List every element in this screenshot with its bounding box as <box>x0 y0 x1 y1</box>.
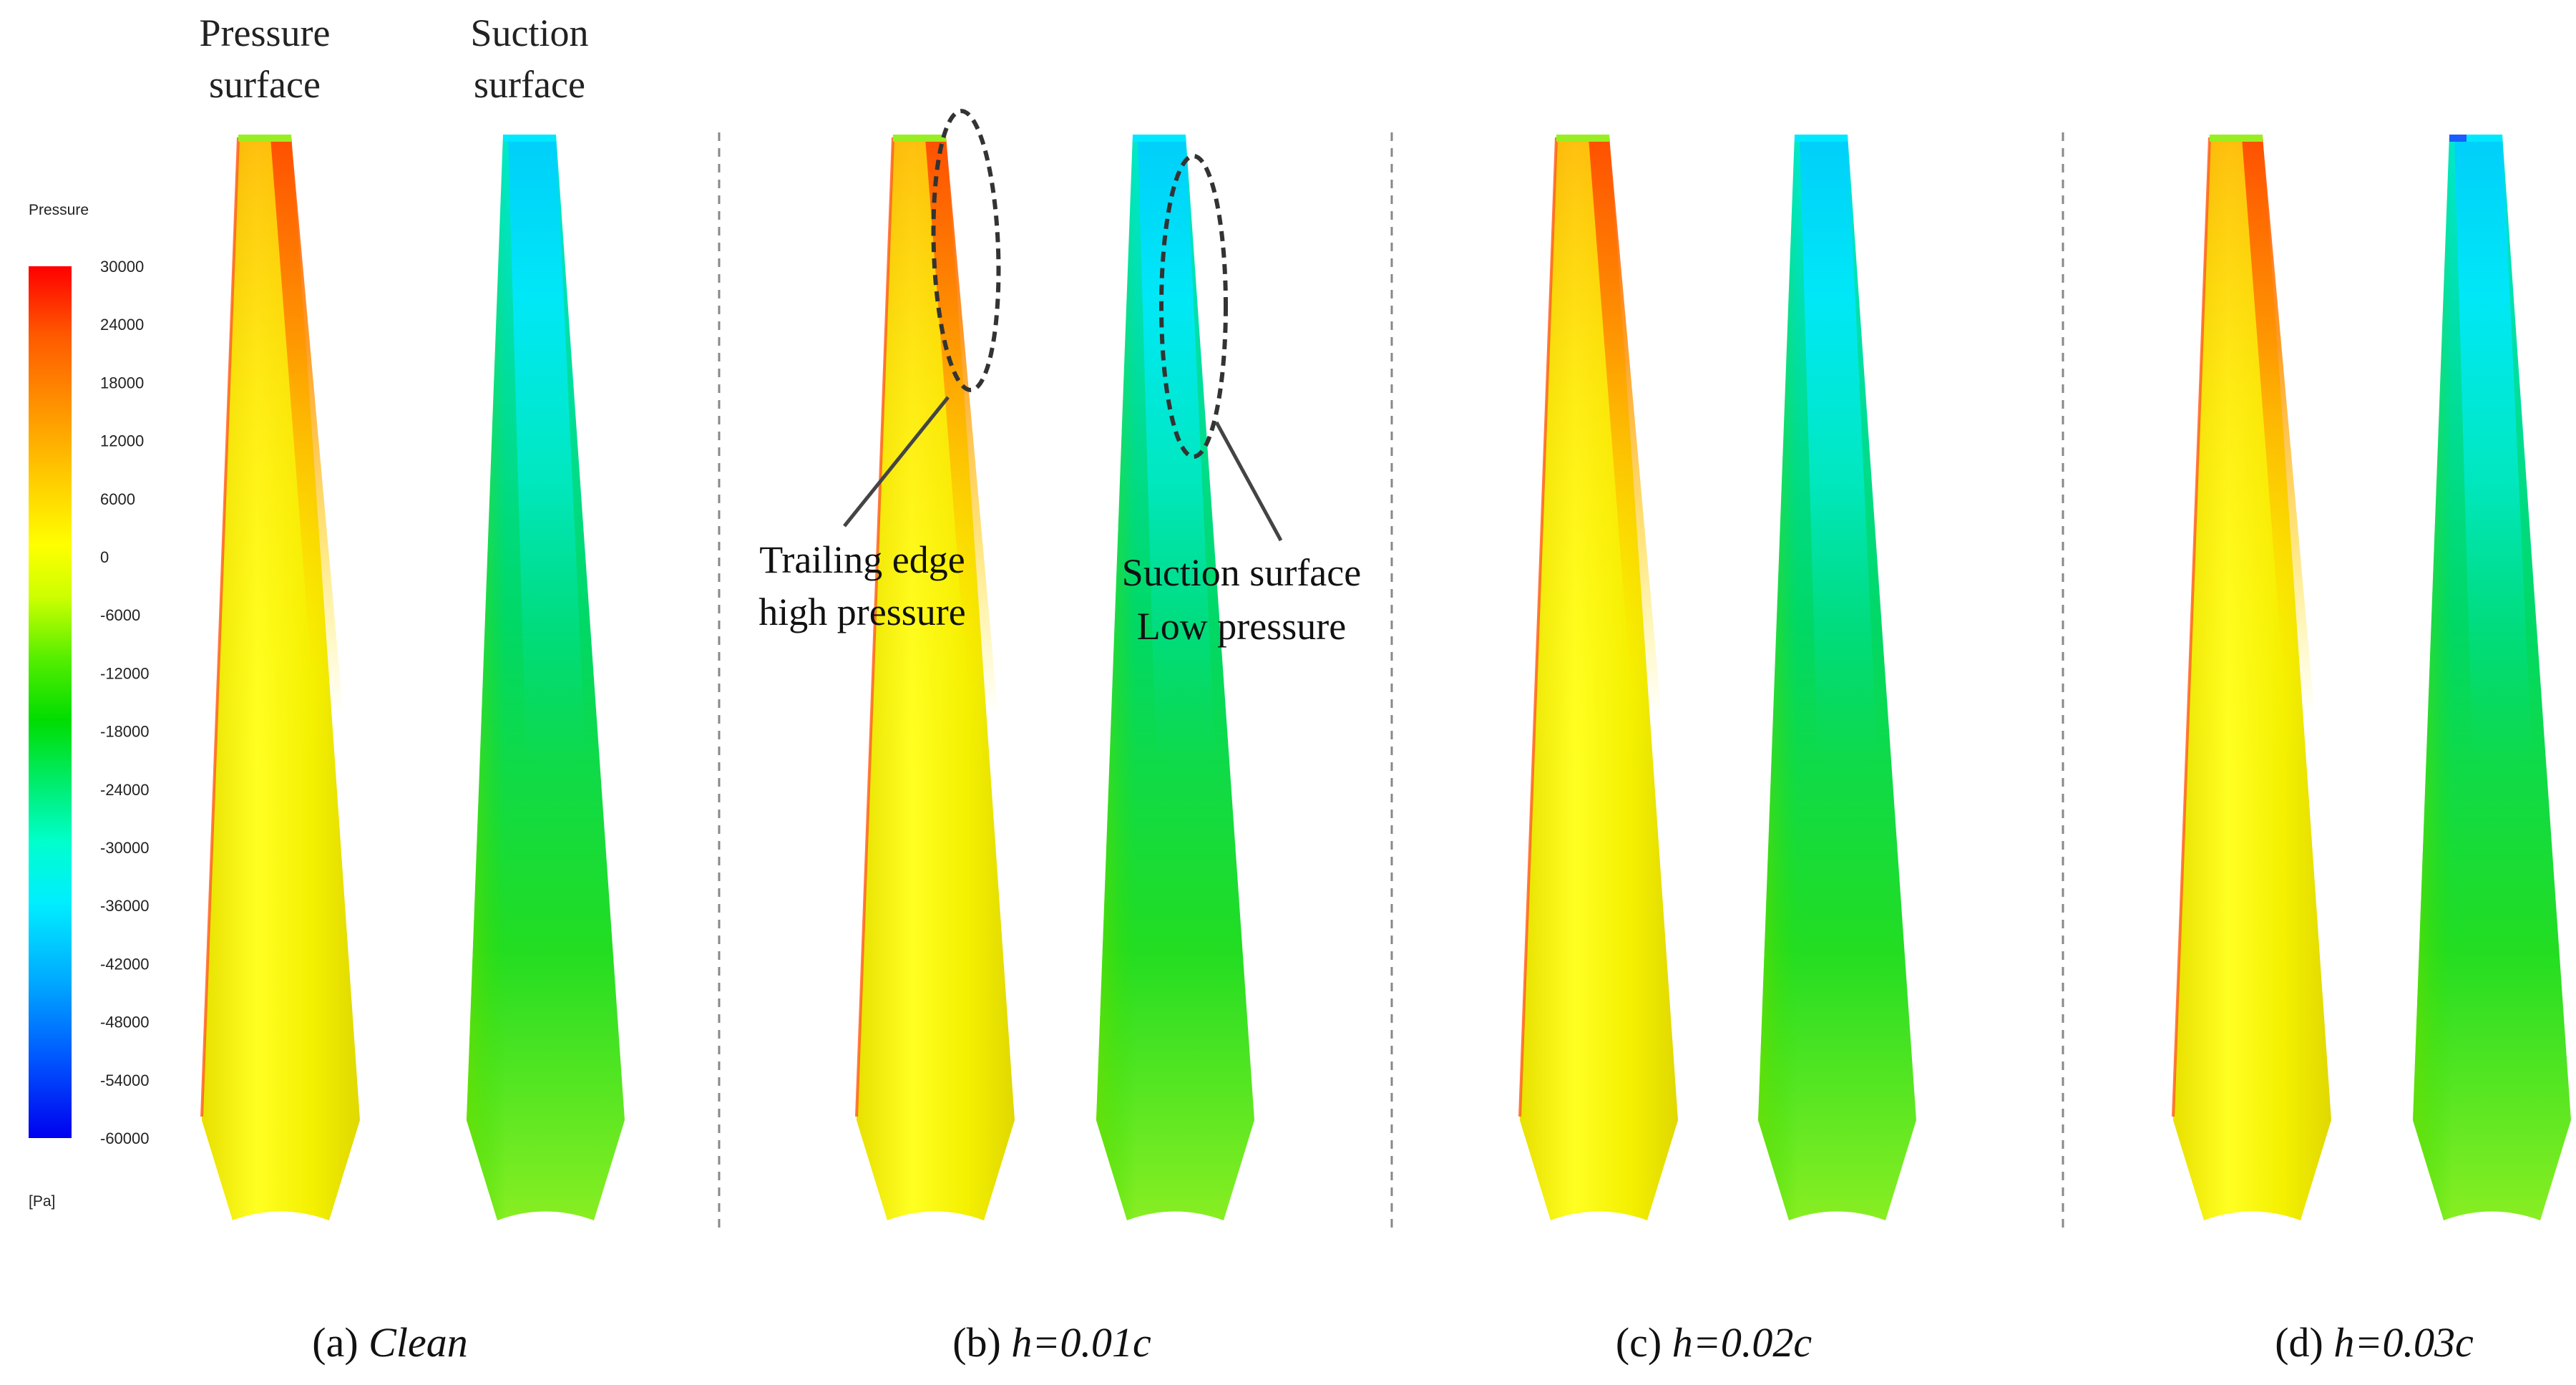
header-pressure-surface: Pressure surface <box>200 11 331 106</box>
caption-b-prefix: (b) <box>952 1319 1011 1366</box>
trailing-edge-leader <box>843 396 950 528</box>
annotation-suction-low-pressure: Suction surface Low pressure <box>1122 154 1361 648</box>
header-pressure-line2: surface <box>209 63 321 106</box>
legend-tick-label: -30000 <box>100 839 150 857</box>
header-suction-line1: Suction <box>470 11 588 54</box>
legend-tick-label: -60000 <box>100 1129 150 1147</box>
caption-c-prefix: (c) <box>1616 1319 1672 1366</box>
pressure-blade-tip-shade <box>857 135 1015 1220</box>
legend-ticks: 30000 24000 18000 12000 6000 0 -6000 -12000 -180… <box>100 258 150 1147</box>
pressure-tip-cap <box>238 135 291 142</box>
pressure-leading-edge-line <box>200 137 240 1117</box>
legend-tick-label: 24000 <box>100 316 144 334</box>
legend-tick-label: -18000 <box>100 723 150 741</box>
caption-a: (a) Clean <box>312 1319 467 1366</box>
caption-d: (d) h=0.03c <box>2275 1319 2474 1366</box>
legend-tick-label: 12000 <box>100 432 144 450</box>
header-pressure-line1: Pressure <box>200 11 331 54</box>
blade-contours <box>200 135 2571 1220</box>
caption-c: (c) h=0.02c <box>1616 1319 1813 1366</box>
suction-leading-edge-shade <box>467 135 625 1220</box>
caption-d-prefix: (d) <box>2275 1319 2333 1366</box>
suction-surface-blade <box>2413 135 2571 1220</box>
pressure-surface-blade <box>1518 135 1678 1220</box>
panel-separators <box>718 132 2064 1231</box>
pressure-trailing-edge-band <box>270 137 343 716</box>
suction-low-label-line1: Suction surface <box>1122 551 1361 594</box>
suction-leading-edge-shade <box>1758 135 1916 1220</box>
legend-tick-label: -12000 <box>100 664 150 682</box>
legend-tick-label: 30000 <box>100 258 144 276</box>
pressure-surface-blade <box>200 135 360 1220</box>
legend-unit: [Pa] <box>29 1193 55 1210</box>
suction-surface-blade <box>1758 135 1916 1220</box>
suction-leading-edge-shade <box>2413 135 2571 1220</box>
suction-leading-edge-shade <box>1096 135 1254 1220</box>
caption-d-label: h=0.03c <box>2333 1319 2474 1366</box>
caption-a-label: Clean <box>369 1319 468 1366</box>
legend-tick-label: 0 <box>100 548 109 566</box>
suction-tip-blue-spot <box>2449 135 2467 142</box>
suction-tip-cap <box>503 135 556 142</box>
suction-tip-cap <box>1133 135 1186 142</box>
pressure-surface-blade <box>855 135 1015 1220</box>
pressure-trailing-edge-band <box>925 137 998 716</box>
legend-tick-label: -6000 <box>100 606 140 624</box>
pressure-tip-cap <box>893 135 946 142</box>
pressure-blade-tip-shade <box>2173 135 2331 1220</box>
caption-a-prefix: (a) <box>312 1319 369 1366</box>
pressure-trailing-edge-band <box>2242 137 2315 716</box>
header-suction-line2: surface <box>474 63 585 106</box>
trailing-edge-ellipse <box>931 109 1001 392</box>
pressure-leading-edge-line <box>855 137 894 1117</box>
panel-captions: (a) Clean (b) h=0.01c (c) h=0.02c (d) h=… <box>312 1319 2474 1366</box>
legend-tick-label: -54000 <box>100 1071 150 1089</box>
legend-tick-label: 18000 <box>100 374 144 392</box>
caption-c-label: h=0.02c <box>1672 1319 1813 1366</box>
trailing-edge-label-line1: Trailing edge <box>759 538 965 581</box>
pressure-blade-tip-shade <box>1520 135 1678 1220</box>
pressure-legend: Pressure 30000 24000 18000 12000 6000 0 -6000 -… <box>29 202 150 1210</box>
suction-low-ellipse <box>1159 154 1228 459</box>
suction-low-leader <box>1214 421 1283 542</box>
pressure-surface-blade <box>2172 135 2331 1220</box>
suction-tip-cap <box>2449 135 2502 142</box>
legend-title: Pressure <box>29 202 89 218</box>
suction-surface-blade <box>1096 135 1254 1220</box>
legend-tick-label: -42000 <box>100 955 150 973</box>
pressure-blade-tip-shade <box>202 135 360 1220</box>
pressure-leading-edge-line <box>2172 137 2211 1117</box>
legend-tick-label: -24000 <box>100 781 150 799</box>
annotation-trailing-edge: Trailing edge high pressure <box>758 109 1001 633</box>
caption-b-label: h=0.01c <box>1011 1319 1151 1366</box>
pressure-tip-cap <box>2210 135 2263 142</box>
suction-low-label-line2: Low pressure <box>1137 605 1346 648</box>
suction-tip-cap <box>1795 135 1848 142</box>
pressure-tip-cap <box>1556 135 1609 142</box>
suction-surface-blade <box>467 135 625 1220</box>
legend-tick-label: 6000 <box>100 490 135 508</box>
header-suction-surface: Suction surface <box>470 11 588 106</box>
legend-tick-label: -48000 <box>100 1014 150 1031</box>
legend-tick-label: -36000 <box>100 897 150 915</box>
legend-colorbar <box>29 266 72 1138</box>
trailing-edge-label-line2: high pressure <box>758 591 965 633</box>
pressure-leading-edge-line <box>1518 137 1558 1117</box>
caption-b: (b) h=0.01c <box>952 1319 1151 1366</box>
pressure-trailing-edge-band <box>1589 137 1662 716</box>
